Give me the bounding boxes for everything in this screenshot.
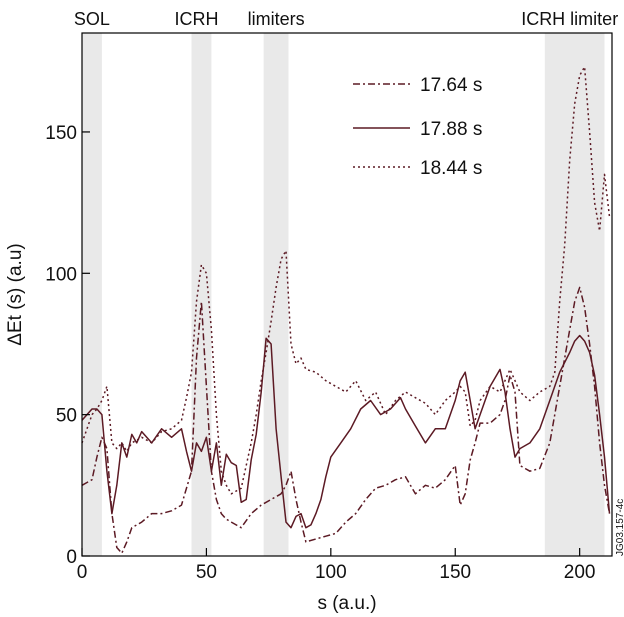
x-axis-label: s (a.u.) <box>317 593 376 614</box>
y-tick-label: 150 <box>45 123 77 144</box>
y-axis-ticks: 0 50 100 150 <box>45 123 90 568</box>
plot-frame <box>81 32 613 557</box>
x-tick-label: 150 <box>439 562 471 583</box>
series-lines <box>81 66 611 554</box>
x-tick-label: 50 <box>196 562 217 583</box>
legend-label: 17.64 s <box>420 75 482 96</box>
series-line-solid <box>81 334 611 529</box>
shaded-region-1 <box>191 33 212 556</box>
x-axis-ticks: 0 50 100 150 200 <box>77 548 596 583</box>
region-labels: SOL ICRH limiters ICRH limiter <box>74 9 618 29</box>
shaded-region-3 <box>544 33 605 556</box>
region-label: limiters <box>248 9 305 29</box>
y-axis-label: ΔEt (s) (a.u) <box>5 243 26 345</box>
region-label: ICRH limiter <box>521 9 618 29</box>
y-tick-label: 100 <box>45 264 77 285</box>
region-label: SOL <box>74 9 110 29</box>
shaded-region-0 <box>82 33 102 556</box>
y-tick-label: 0 <box>66 547 77 568</box>
legend-label: 17.88 s <box>420 119 482 140</box>
legend: 17.64 s 17.88 s 18.44 s <box>353 75 482 179</box>
x-tick-label: 200 <box>564 562 596 583</box>
shaded-regions <box>82 33 605 556</box>
legend-label: 18.44 s <box>420 158 482 179</box>
shaded-region-2 <box>263 33 289 556</box>
y-tick-label: 50 <box>56 406 77 427</box>
x-tick-label: 100 <box>315 562 347 583</box>
figure-id-stamp: JG03.157-4c <box>615 499 624 556</box>
region-label: ICRH <box>174 9 218 29</box>
x-tick-label: 0 <box>77 562 88 583</box>
series-line-dashdot <box>81 286 611 554</box>
